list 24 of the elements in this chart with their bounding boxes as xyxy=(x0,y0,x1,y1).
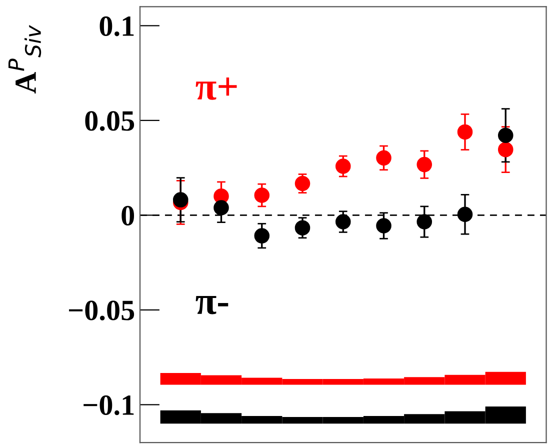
point xyxy=(214,200,229,216)
point xyxy=(416,156,432,172)
point xyxy=(457,124,473,140)
point xyxy=(457,206,473,222)
text: π+ xyxy=(196,77,237,100)
y-tick-label: 0.1 xyxy=(100,16,134,36)
legend-label: π- xyxy=(196,296,228,314)
point xyxy=(172,192,188,208)
point xyxy=(376,150,392,166)
y-tick-label: −0.05 xyxy=(69,300,134,320)
y-tick-label: 0 xyxy=(122,206,134,226)
point xyxy=(294,220,310,236)
y-axis-title: A$^{P}$$_{Siv}$ xyxy=(8,25,42,94)
point xyxy=(416,214,432,230)
point xyxy=(335,158,351,174)
y-tick-label: −0.1 xyxy=(84,395,134,416)
point xyxy=(498,128,514,144)
y-tick-label: 0.05 xyxy=(85,111,134,131)
point xyxy=(254,228,270,244)
point xyxy=(376,218,392,234)
point xyxy=(254,188,270,203)
point xyxy=(335,214,351,230)
point xyxy=(498,142,514,158)
point xyxy=(294,176,310,192)
